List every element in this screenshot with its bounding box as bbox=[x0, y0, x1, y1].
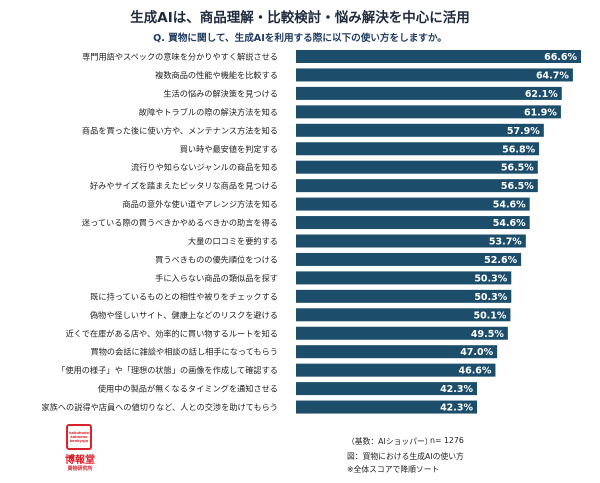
bar bbox=[296, 271, 512, 285]
category-label: 流行りや知らないジャンルの商品を知る bbox=[131, 162, 278, 172]
category-label: 複数商品の性能や機能を比較する bbox=[155, 70, 278, 80]
bar bbox=[296, 326, 508, 340]
value-label: 62.1% bbox=[525, 89, 558, 100]
category-label: 商品の意外な使い道やアレンジ方法を知る bbox=[122, 199, 278, 209]
bar bbox=[296, 363, 496, 377]
bar bbox=[296, 50, 582, 63]
value-label: 52.6% bbox=[484, 255, 517, 266]
figure-caption: 図：買物における生成AIの使い方 bbox=[347, 452, 464, 461]
value-label: 49.5% bbox=[471, 329, 504, 340]
logo-name: 博報堂 bbox=[65, 455, 95, 466]
value-label: 47.0% bbox=[460, 347, 493, 358]
value-label: 57.9% bbox=[507, 126, 540, 137]
category-label: 「使用の様子」や「理想の状態」の画像を作成して確認する bbox=[57, 365, 278, 375]
value-label: 54.6% bbox=[493, 218, 526, 229]
value-label: 53.7% bbox=[489, 237, 522, 248]
category-label: 既に持っているものとの相性や被りをチェックする bbox=[90, 291, 278, 301]
bar bbox=[296, 308, 511, 322]
category-label: 買物の会話に雑談や相談の話し相手になってもらう bbox=[91, 347, 279, 357]
sort-note: ※全体スコアで降順ソート bbox=[347, 465, 440, 474]
category-label: 家族への説得や店員への値切りなど、人との交渉を助けてもらう bbox=[41, 402, 278, 412]
category-label: 近くで在庫がある店や、効率的に買い物するルートを知る bbox=[66, 328, 278, 338]
value-label: 50.1% bbox=[473, 310, 506, 321]
value-label: 56.5% bbox=[501, 163, 534, 174]
value-label: 46.6% bbox=[458, 366, 491, 377]
category-label: 専門用語やスペックの意味を分かりやすく解説させる bbox=[82, 52, 278, 62]
bar bbox=[296, 400, 478, 414]
category-label: 好みやサイズを踏まえたピッタリな商品を見つける bbox=[90, 181, 278, 191]
page-title: 生成AIは、商品理解・比較検討・悩み解決を中心に活用 bbox=[130, 10, 470, 26]
value-label: 61.9% bbox=[524, 107, 557, 118]
bar bbox=[296, 179, 538, 193]
bar bbox=[296, 382, 478, 396]
value-label: 56.5% bbox=[501, 181, 534, 192]
value-label: 66.6% bbox=[544, 52, 577, 63]
bar bbox=[296, 252, 522, 266]
hakuhodo-logo: hakuhodo kaimono kenkyujo 博報堂 買物研究所 bbox=[60, 424, 100, 474]
category-label: 故障やトラブルの際の解決方法を知る bbox=[139, 107, 278, 117]
bar bbox=[296, 123, 544, 137]
bar bbox=[296, 234, 526, 248]
bar bbox=[296, 142, 540, 156]
bar bbox=[296, 197, 530, 211]
bar bbox=[296, 86, 562, 100]
category-label: 買うべきものの優先順位をつける bbox=[155, 254, 278, 264]
category-label: 使用中の製品が無くなるタイミングを通知させる bbox=[98, 384, 278, 394]
bar bbox=[296, 289, 512, 303]
bar bbox=[296, 216, 530, 230]
bar bbox=[296, 68, 573, 82]
category-label: 大量の口コミを要約する bbox=[188, 236, 278, 246]
value-label: 56.8% bbox=[502, 144, 535, 155]
bar-chart: 専門用語やスペックの意味を分かりやすく解説させる 66.6% 複数商品の性能や機能を… bbox=[41, 50, 582, 414]
category-label: 生活の悩みの解決策を見つける bbox=[163, 88, 278, 98]
category-label: 偽物や怪しいサイト、健康上などのリスクを避ける bbox=[90, 310, 278, 320]
category-label: 手に入らない商品の類似品を探す bbox=[155, 273, 278, 283]
logo-mark: hakuhodo kaimono kenkyujo bbox=[66, 424, 92, 450]
category-label: 商品を買った後に使い方や、メンテナンス方法を知る bbox=[82, 125, 278, 135]
bar bbox=[296, 105, 561, 119]
base-note: （基数：AIショッパー） bbox=[347, 437, 433, 446]
value-label: 50.3% bbox=[474, 292, 507, 303]
value-label: 54.6% bbox=[493, 200, 526, 211]
value-label: 50.3% bbox=[474, 273, 507, 284]
sample-size: n= 1276 bbox=[430, 436, 464, 445]
value-label: 42.3% bbox=[440, 403, 473, 414]
survey-question: Q. 買物に関して、生成AIを利用する際に以下の使い方をしますか。 bbox=[153, 33, 447, 44]
category-label: 迷っている際の買うべきかやめるべきかの助言を得る bbox=[82, 218, 278, 228]
logo-subtitle: 買物研究所 bbox=[67, 466, 93, 472]
bar bbox=[296, 345, 498, 359]
value-label: 42.3% bbox=[440, 384, 473, 395]
bar bbox=[296, 160, 538, 174]
value-label: 64.7% bbox=[536, 70, 569, 81]
category-label: 買い時や最安値を判定する bbox=[180, 144, 278, 154]
